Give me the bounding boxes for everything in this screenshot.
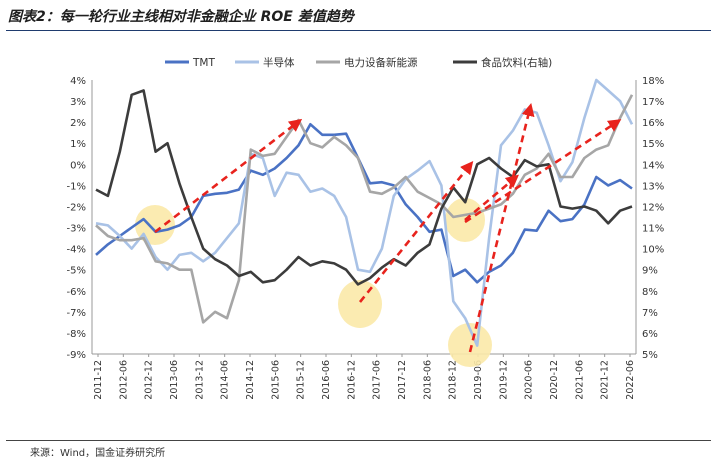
left-axis-tick: -5% [67, 266, 86, 277]
series-line-4 [95, 89, 633, 286]
trend-arrow [154, 118, 303, 234]
right-axis-tick: 10% [642, 245, 664, 256]
source-note: 来源：Wind，国金证券研究所 [30, 448, 166, 459]
trend-arrow [358, 160, 474, 303]
left-axis-tick: -9% [67, 350, 86, 361]
right-axis-tick: 17% [642, 97, 664, 108]
series-line-2 [95, 78, 634, 347]
x-axis-tick: 2017-12 [397, 360, 408, 400]
legend-entry: TMT [192, 57, 215, 69]
right-axis-tick: 16% [642, 118, 664, 129]
right-axis-tick: 12% [642, 202, 664, 213]
x-axis-tick: 2017-06 [372, 360, 383, 400]
right-axis-tick: 11% [642, 224, 664, 235]
x-axis-tick: 2013-06 [169, 360, 180, 400]
x-axis-tick: 2015-12 [296, 360, 307, 400]
highlight-circle [448, 323, 492, 367]
x-axis-tick: 2014-06 [220, 360, 231, 400]
x-axis-tick: 2012-12 [144, 360, 155, 400]
x-axis-tick: 2019-06 [473, 360, 484, 400]
x-axis-tick: 2016-12 [346, 360, 357, 400]
right-axis-tick: 7% [642, 308, 658, 319]
x-axis-tick: 2021-06 [574, 360, 585, 400]
left-axis-tick: 4% [70, 76, 86, 87]
right-axis-tick: 9% [642, 266, 658, 277]
left-axis-tick: -8% [67, 329, 86, 340]
left-axis-tick: -4% [67, 245, 86, 256]
legend-entry: 电力设备新能源 [344, 56, 418, 69]
right-axis-tick: 13% [642, 181, 664, 192]
left-axis-tick: 3% [70, 97, 86, 108]
x-axis-tick: 2016-06 [321, 360, 332, 400]
x-axis-tick: 2018-06 [422, 360, 433, 400]
legend-entry: 食品饮料(右轴) [481, 56, 552, 69]
right-axis-tick: 18% [642, 76, 664, 87]
left-axis-tick: 1% [70, 139, 86, 150]
left-axis-tick: -6% [67, 287, 86, 298]
right-axis-tick: 6% [642, 329, 658, 340]
chart-title: 图表2：每一轮行业主线相对非金融企业 ROE 差值趋势 [8, 9, 354, 25]
left-axis-tick: -1% [67, 181, 86, 192]
legend-entry: 半导体 [263, 56, 295, 69]
trend-arrow [464, 119, 622, 224]
x-axis-tick: 2018-12 [448, 360, 459, 400]
left-axis-tick: -7% [67, 308, 86, 319]
x-axis-tick: 2014-12 [245, 360, 256, 400]
series-line-3 [95, 94, 634, 324]
x-axis-tick: 2013-12 [194, 360, 205, 400]
left-axis-tick: 0% [70, 160, 86, 171]
trend-arrow [468, 102, 535, 353]
chart-canvas: -9% -8% -7% -6% -5% -4% -3% -2% -1% 0% 1% 2% 3% 4% 5% 6… [67, 56, 665, 400]
left-axis-tick: 2% [70, 118, 86, 129]
title-rule [6, 30, 711, 31]
x-axis-tick: 2011-12 [93, 360, 104, 400]
right-axis-tick: 15% [642, 139, 664, 150]
right-axis-tick: 14% [642, 160, 664, 171]
right-axis-tick: 5% [642, 350, 658, 361]
x-axis-tick: 2020-12 [549, 360, 560, 400]
footer-rule [6, 440, 711, 441]
x-axis-tick: 2019-12 [498, 360, 509, 400]
x-axis-tick: 2020-06 [524, 360, 535, 400]
left-axis-tick: -3% [67, 224, 86, 235]
right-axis-tick: 8% [642, 287, 658, 298]
x-axis-tick: 2021-12 [600, 360, 611, 400]
trend-arrow [464, 174, 519, 221]
x-axis-tick: 2012-06 [118, 360, 129, 400]
x-axis-tick: 2022-06 [625, 360, 636, 400]
left-axis-tick: -2% [67, 202, 86, 213]
highlight-circle [338, 280, 382, 328]
x-axis-tick: 2015-06 [270, 360, 281, 400]
series-line-1 [95, 123, 633, 284]
